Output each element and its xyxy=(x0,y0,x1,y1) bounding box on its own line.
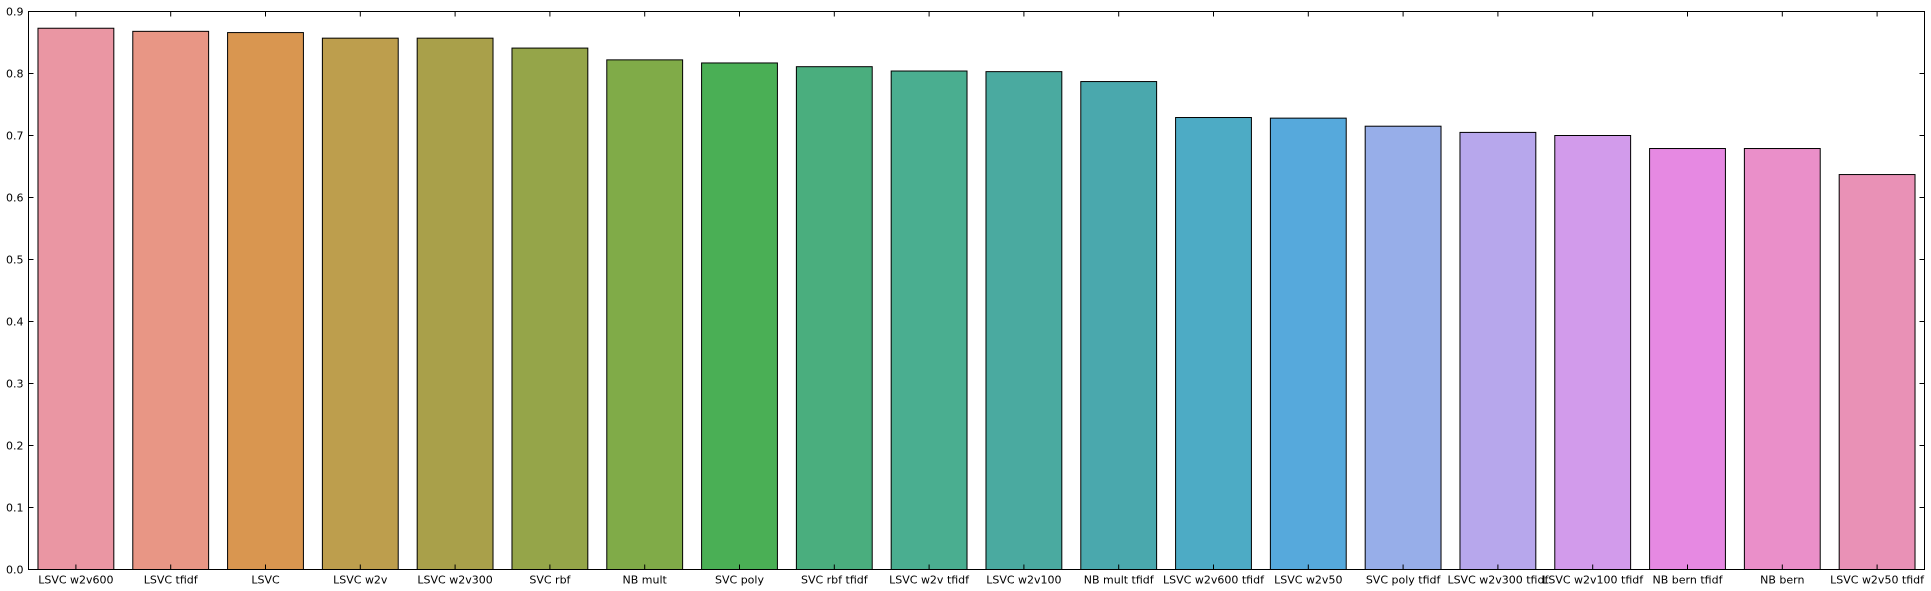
bar xyxy=(1364,125,1442,570)
x-tick-label: LSVC w2v100 tfidf xyxy=(1542,574,1644,587)
x-tick-label: NB bern xyxy=(1760,574,1804,587)
bar xyxy=(1175,117,1252,571)
x-tick-label: LSVC w2v50 xyxy=(1274,574,1342,587)
bar xyxy=(1080,81,1158,570)
bar xyxy=(890,70,968,571)
x-tick-label: LSVC xyxy=(251,574,280,587)
bar xyxy=(1743,148,1821,571)
y-tick-label: 0.7 xyxy=(6,130,24,143)
y-tick-label: 0.1 xyxy=(6,502,24,515)
x-tick-label: SVC poly tfidf xyxy=(1366,574,1442,587)
y-tick-label: 0.6 xyxy=(6,192,24,205)
x-tick-label: NB bern tfidf xyxy=(1653,574,1724,587)
bar xyxy=(701,62,778,571)
bar xyxy=(1554,135,1632,570)
bar xyxy=(795,66,873,571)
y-tick-label: 0.4 xyxy=(6,316,24,329)
x-tick-label: LSVC w2v300 xyxy=(417,574,492,587)
bar xyxy=(132,30,210,570)
x-tick-label: LSVC w2v300 tfidf xyxy=(1447,574,1549,587)
bars-group xyxy=(37,27,1916,571)
x-tick-label: SVC poly xyxy=(715,574,764,587)
bar xyxy=(227,32,304,570)
y-axis: 0.0 0.1 0.2 0.3 0.4 0.5 0.6 0.7 0.8 0.9 xyxy=(6,6,1925,577)
y-tick-label: 0.3 xyxy=(6,378,24,391)
x-tick-label: NB mult xyxy=(623,574,668,587)
y-tick-label: 0.8 xyxy=(6,68,24,81)
y-tick-label: 0.9 xyxy=(6,6,24,19)
y-tick-label: 0.5 xyxy=(6,254,24,267)
bar xyxy=(321,37,399,571)
x-tick-label: NB mult tfidf xyxy=(1084,574,1155,587)
x-axis: LSVC w2v600 LSVC tfidf LSVC LSVC w2v LSVC w2… xyxy=(38,11,1925,587)
x-tick-label: LSVC w2v100 xyxy=(986,574,1061,587)
x-tick-label: LSVC w2v600 xyxy=(38,574,113,587)
bar xyxy=(1838,174,1916,570)
x-tick-label: LSVC tfidf xyxy=(144,574,199,587)
plot-frame xyxy=(28,11,1925,570)
bar xyxy=(1649,148,1726,571)
x-tick-label: LSVC w2v tfidf xyxy=(889,574,970,587)
x-tick-label: SVC rbf tfidf xyxy=(801,574,869,587)
bar xyxy=(1269,117,1347,570)
x-tick-label: SVC rbf xyxy=(529,574,571,587)
x-tick-label: LSVC w2v50 tfidf xyxy=(1830,574,1925,587)
bar xyxy=(37,27,115,571)
bar xyxy=(606,59,684,571)
y-tick-label: 0.0 xyxy=(6,564,24,577)
x-tick-label: LSVC w2v600 tfidf xyxy=(1163,574,1265,587)
bar xyxy=(511,47,589,570)
bar xyxy=(985,71,1063,570)
bar xyxy=(1459,131,1537,570)
y-tick-label: 0.2 xyxy=(6,440,24,453)
bar xyxy=(416,37,494,571)
x-tick-label: LSVC w2v xyxy=(333,574,388,587)
